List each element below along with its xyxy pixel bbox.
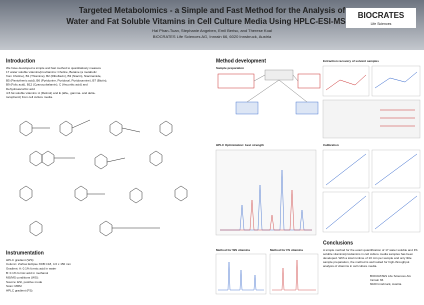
method-charts bbox=[215, 253, 319, 295]
text-line: Source: ESI, positive mode bbox=[6, 280, 43, 284]
text-line: We have developed a simple and fast meth… bbox=[6, 66, 101, 70]
subheading: Extraction recovery of solvent samples bbox=[323, 59, 379, 63]
logo-sub: Life Sciences bbox=[371, 22, 392, 26]
subheading: HPLC Optimization: best strength bbox=[216, 143, 264, 147]
text-line: Gradient: A: 0.1% formic acid in water bbox=[6, 267, 56, 271]
chromatograms bbox=[215, 149, 317, 236]
subheading: Method for WS vitamins bbox=[216, 248, 250, 252]
text-line: A simple method for the exact quantifica… bbox=[323, 248, 418, 252]
logo: BIOCRATES bbox=[358, 11, 405, 20]
heading: Method development bbox=[216, 58, 266, 64]
text-line: analysis of vitamins in cell culture med… bbox=[323, 264, 377, 268]
calibration-charts bbox=[322, 149, 421, 233]
text-line: BIOCRATES Life Sciences AG bbox=[370, 274, 411, 278]
text-line: sample preparation, the method is well s… bbox=[323, 260, 410, 264]
text-line: 4-5 fat soluble vitamins: A (Retinol) an… bbox=[6, 91, 95, 95]
text-line: Innrain 66 bbox=[370, 278, 384, 282]
flow-diagram bbox=[217, 69, 321, 115]
text-line: Column: Zorbax Eclipse XDB C18, 4.6 x 15… bbox=[6, 262, 72, 266]
text-line: Scan: MRM bbox=[6, 284, 22, 288]
text-line: 17 water soluble vitamins/provitamins: C… bbox=[6, 70, 97, 74]
text-line: soluble vitamins/provitamins in cell cul… bbox=[323, 252, 413, 256]
text-line: HPLC gradient (WS): bbox=[6, 258, 34, 262]
text-line: from Choline), B1 (Thiamine), B2 (Ribofl… bbox=[6, 74, 102, 78]
subheading: Calibration bbox=[323, 143, 339, 147]
text-line: developed. With a total runtime of 10 mi… bbox=[323, 256, 412, 260]
extraction-charts bbox=[322, 65, 421, 139]
text-line: tocopherol) from cell culture media. bbox=[6, 95, 53, 99]
text-line: HPLC gradient (FS): bbox=[6, 289, 33, 293]
heading: Instrumentation bbox=[6, 250, 44, 256]
text-line: Dehydroascorbic acid bbox=[6, 87, 35, 91]
subheading: Method for FS vitamins bbox=[270, 248, 304, 252]
title: Water and Fat Soluble Vitamins in Cell C… bbox=[66, 17, 358, 26]
title: Targeted Metabolomics - a Simple and Fas… bbox=[79, 6, 346, 15]
text-line: MS/MS conditions (WS): bbox=[6, 275, 39, 279]
authors: Hai Phan-Tuan, Stephanie Angeben, Emil B… bbox=[152, 28, 272, 33]
heading: Introduction bbox=[6, 58, 35, 64]
text-line: B: 0.1% formic acid in methanol bbox=[6, 271, 49, 275]
logo-box bbox=[346, 8, 416, 28]
text-line: 6020 Innsbruck, Austria bbox=[370, 282, 402, 286]
structures bbox=[19, 119, 188, 237]
heading: Conclusions bbox=[323, 240, 353, 246]
subheading: Sample preparation bbox=[216, 66, 244, 70]
affiliation: BIOCRATES Life Sciences AG, Innrain 66, … bbox=[153, 34, 272, 39]
text-line: B9 (Folic acid), B12 (Cyanocobalamin), C… bbox=[6, 83, 88, 87]
text-line: B5 (Pantothenic acid), B6 (Pyridoxine, P… bbox=[6, 78, 107, 82]
